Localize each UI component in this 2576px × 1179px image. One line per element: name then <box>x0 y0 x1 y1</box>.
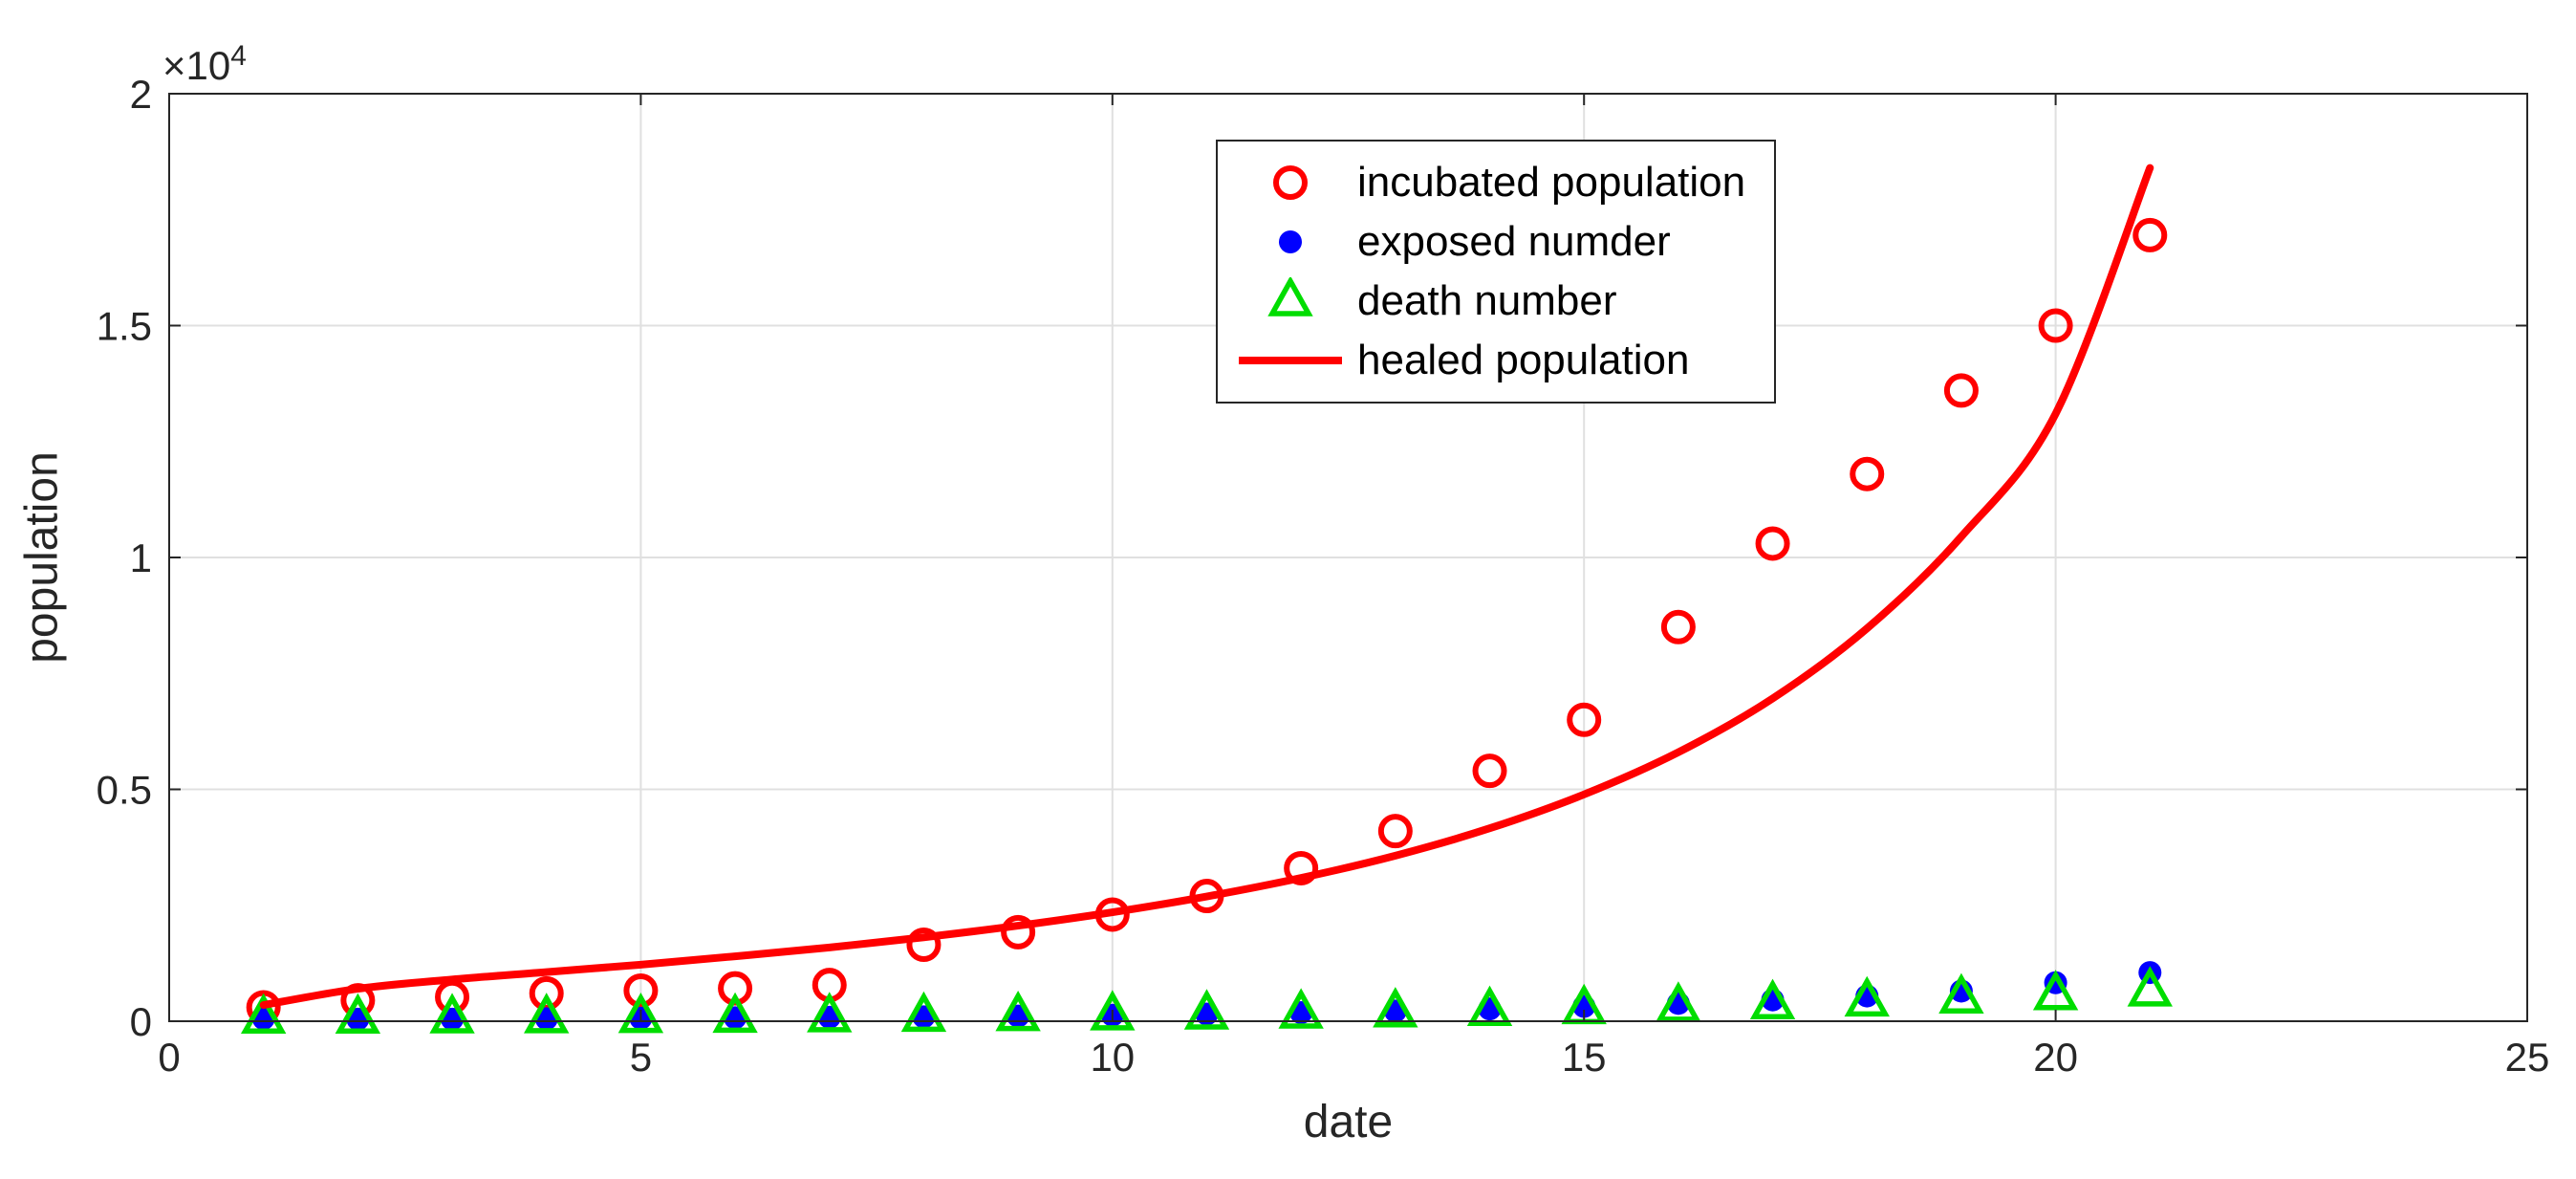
marker-triangle-open <box>2032 970 2079 1011</box>
marker-triangle-open <box>1183 989 1230 1030</box>
marker-triangle-open <box>1466 985 1513 1027</box>
marker-circle-open <box>1567 702 1602 737</box>
marker-triangle-open <box>1656 981 1701 1022</box>
marker-circle-open <box>1001 914 1036 950</box>
marker-triangle-open <box>524 993 570 1034</box>
x-tick-label: 10 <box>1090 1035 1135 1080</box>
marker-circle-open <box>906 927 942 962</box>
marker-triangle-open <box>900 991 947 1033</box>
marker-triangle-open <box>2127 966 2173 1007</box>
legend-item-2: death number <box>1231 272 1745 331</box>
marker-triangle-open <box>1938 972 1984 1014</box>
marker-triangle-open <box>995 990 1041 1032</box>
x-tick-label: 15 <box>1562 1035 1607 1080</box>
marker-circle-open <box>2038 308 2073 343</box>
legend-item-1: exposed numder <box>1231 212 1745 272</box>
y-tick-label: 2 <box>130 72 152 117</box>
y-axis-exponent-power: 4 <box>230 40 247 72</box>
x-tick-label: 5 <box>630 1035 652 1080</box>
marker-triangle-open <box>429 993 475 1034</box>
chart-legend: incubated population exposed numder death … <box>1216 140 1777 404</box>
marker-triangle-open <box>1749 978 1796 1020</box>
x-axis-label: date <box>1303 1097 1394 1147</box>
y-tick-label: 0.5 <box>97 768 152 813</box>
legend-item-3: healed population <box>1231 331 1745 390</box>
legend-item-label: incubated population <box>1357 159 1746 206</box>
marker-triangle-open <box>1373 987 1418 1028</box>
marker-triangle-open <box>1090 990 1136 1031</box>
marker-circle-open <box>1943 373 1979 408</box>
y-axis-label: population <box>16 451 68 664</box>
legend-item-0: incubated population <box>1231 153 1745 212</box>
x-tick-label: 0 <box>158 1035 180 1080</box>
series-line-3 <box>259 164 2154 1010</box>
legend-marker-circle-filled <box>1279 230 1302 253</box>
y-tick-label: 1 <box>130 535 152 580</box>
marker-circle-open <box>1755 526 1790 561</box>
marker-triangle-open <box>617 992 664 1034</box>
y-tick-label: 0 <box>130 999 152 1044</box>
marker-triangle-open <box>335 993 381 1035</box>
x-tick-label: 25 <box>2505 1035 2550 1080</box>
legend-item-label: exposed numder <box>1357 218 1671 265</box>
marker-triangle-open <box>1844 975 1890 1017</box>
marker-triangle-open <box>712 992 758 1034</box>
y-axis-exponent-label: ×104 <box>162 40 247 89</box>
legend-marker-circle-open <box>1273 165 1308 200</box>
legend-item-label: healed population <box>1357 337 1690 383</box>
legend-marker-triangle-open <box>1267 277 1313 317</box>
marker-circle-open <box>1660 609 1696 644</box>
marker-circle-open <box>2132 217 2168 252</box>
marker-circle-open <box>1850 456 1885 491</box>
legend-item-label: death number <box>1357 277 1617 324</box>
y-tick-label: 1.5 <box>97 304 152 349</box>
marker-circle-open <box>1377 814 1413 849</box>
marker-circle-open <box>623 972 659 1008</box>
marker-triangle-open <box>1278 988 1324 1029</box>
marker-triangle-open <box>240 993 287 1035</box>
legend-marker-line <box>1239 357 1342 364</box>
x-tick-label: 20 <box>2033 1035 2078 1080</box>
marker-circle-open <box>1472 753 1507 789</box>
marker-triangle-open <box>807 992 853 1033</box>
marker-circle-open <box>1284 850 1319 885</box>
y-axis-exponent-base: ×10 <box>162 43 231 88</box>
